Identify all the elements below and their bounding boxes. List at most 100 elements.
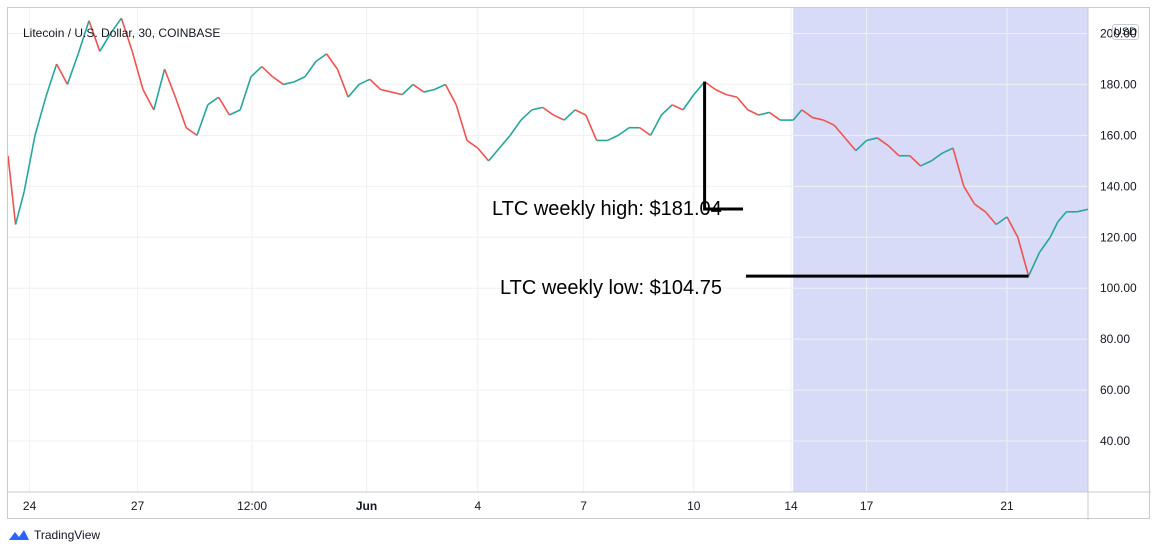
y-tick-label: 80.00: [1100, 332, 1130, 346]
price-segment: [434, 83, 446, 91]
chart-title: Litecoin / U.S. Dollar, 30, COINBASE: [23, 26, 221, 40]
price-segment: [574, 109, 587, 116]
price-segment: [45, 63, 58, 98]
price-segment: [466, 139, 479, 149]
price-segment: [930, 152, 943, 162]
price-segment: [358, 78, 371, 86]
price-segment: [585, 114, 598, 141]
highlight-band: [793, 8, 1088, 492]
y-tick-label: 120.00: [1100, 230, 1137, 244]
price-segment: [844, 137, 857, 152]
weekly-high-leader: [703, 81, 743, 211]
price-segment: [142, 89, 155, 111]
price-segment: [758, 111, 770, 116]
price-segment: [520, 109, 533, 121]
price-segment: [163, 68, 177, 98]
price-segment: [963, 185, 976, 205]
price-segment: [952, 147, 965, 187]
price-segment: [542, 106, 554, 116]
price-segment: [261, 66, 274, 78]
chart-frame[interactable]: 200.00 180.00 160.00 140.00 120.00 100.00 80.0…: [7, 7, 1151, 520]
price-segment: [693, 81, 706, 96]
price-segment: [941, 147, 954, 154]
x-tick-label: 12:00: [237, 499, 267, 513]
price-segment: [792, 109, 803, 121]
price-segment: [391, 91, 403, 96]
price-segment: [1027, 252, 1041, 277]
x-tick-label: 24: [23, 499, 37, 513]
price-segment: [649, 114, 663, 136]
price-segment: [801, 109, 814, 119]
price-segment: [563, 109, 576, 121]
x-tick-label: 21: [1000, 499, 1014, 513]
price-segment: [272, 76, 284, 86]
price-segment: [336, 68, 349, 98]
x-tick-label: 10: [687, 499, 701, 513]
price-segment: [974, 203, 986, 213]
price-segment: [1049, 221, 1059, 238]
price-segment: [1006, 216, 1019, 238]
price-segment: [23, 135, 36, 192]
price-segment: [34, 96, 47, 136]
price-segment: [239, 76, 252, 111]
price-segment: [293, 76, 306, 83]
y-tick-label: 200.00: [1100, 26, 1137, 40]
price-segment: [412, 83, 425, 93]
price-segment: [607, 134, 619, 142]
x-tick-label: 7: [580, 499, 587, 513]
tradingview-logo[interactable]: TradingView: [8, 528, 100, 542]
price-segment: [380, 88, 392, 93]
price-segment: [153, 68, 166, 111]
price-segment: [704, 81, 716, 91]
x-tick-label: 14: [784, 499, 798, 513]
price-segment: [747, 109, 759, 116]
y-tick-label: 100.00: [1100, 281, 1137, 295]
price-segment: [876, 137, 889, 147]
y-tick-label: 60.00: [1100, 383, 1130, 397]
price-segment: [726, 93, 738, 98]
y-tick-label: 140.00: [1100, 179, 1137, 193]
price-segment: [8, 155, 17, 225]
price-segment: [498, 134, 511, 149]
price-segment: [823, 119, 835, 126]
x-tick-label: 17: [860, 499, 874, 513]
x-tick-label: 4: [474, 499, 481, 513]
price-segment: [682, 94, 695, 111]
price-chart[interactable]: 200.00 180.00 160.00 140.00 120.00 100.00 80.0…: [8, 8, 1151, 520]
price-segment: [444, 84, 457, 106]
price-segment: [99, 33, 112, 52]
price-segment: [660, 104, 673, 116]
price-segment: [477, 147, 490, 162]
y-tick-label: 40.00: [1100, 434, 1130, 448]
price-segment: [283, 81, 295, 86]
price-segment: [229, 109, 241, 116]
price-segment: [455, 104, 468, 141]
price-segment: [120, 17, 133, 52]
price-segment: [109, 17, 123, 34]
price-segment: [196, 104, 209, 136]
price-segment: [88, 20, 101, 52]
price-segment: [715, 88, 727, 96]
y-tick-label: 160.00: [1100, 128, 1137, 142]
price-segment: [617, 127, 630, 137]
price-segment: [887, 144, 900, 157]
price-segment: [1057, 211, 1068, 223]
price-segment: [736, 96, 749, 111]
brand-name: TradingView: [34, 528, 101, 542]
price-segment: [509, 119, 522, 136]
price-segment: [866, 137, 878, 142]
price-segment: [855, 139, 868, 152]
x-tick-label: Jun: [356, 499, 377, 513]
price-segment: [1038, 236, 1051, 254]
currency-badge[interactable]: USD: [1112, 24, 1139, 40]
price-segment: [909, 155, 922, 167]
price-segment: [315, 53, 328, 63]
price-segment: [325, 53, 339, 70]
price-segment: [812, 116, 824, 121]
price-segment: [553, 114, 565, 121]
price-segment: [531, 106, 543, 111]
y-tick-label: 180.00: [1100, 77, 1137, 91]
price-segment: [639, 127, 652, 137]
price-segment: [174, 96, 187, 128]
price-segment: [185, 127, 198, 137]
